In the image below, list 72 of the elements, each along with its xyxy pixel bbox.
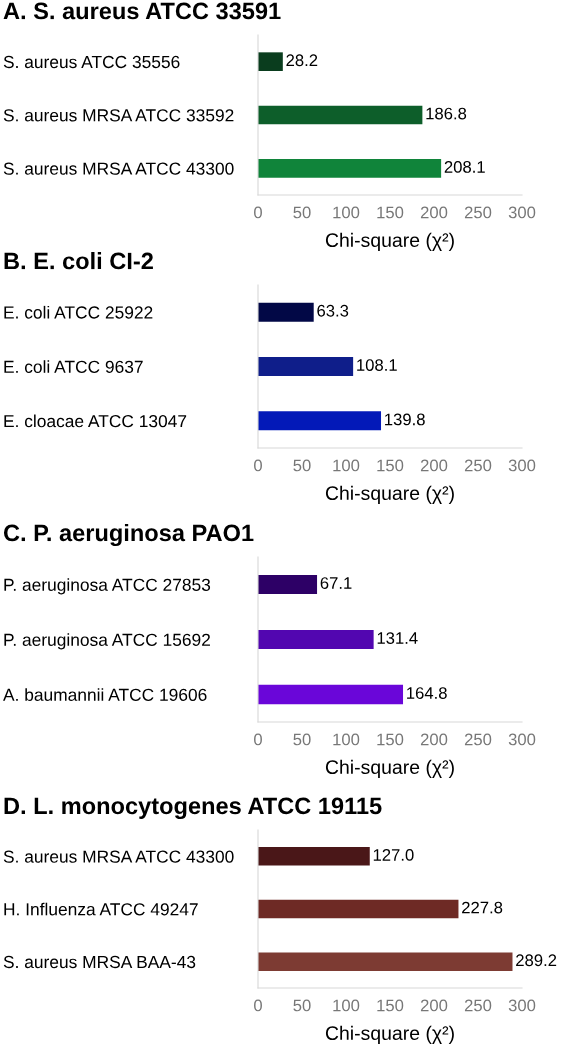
x-tick-label: 200	[420, 206, 448, 219]
bar	[258, 684, 404, 705]
bar	[258, 52, 283, 71]
y-tick-label: S. aureus MRSA ATCC 33592	[3, 109, 234, 122]
y-tick-label: H. Influenza ATCC 49247	[4, 902, 198, 916]
x-tick-label: 50	[293, 733, 311, 746]
x-tick-label: 300	[508, 206, 536, 219]
y-tick-label: S. aureus MRSA ATCC 43300	[3, 162, 234, 175]
bar	[258, 847, 370, 866]
x-tick-label: 50	[293, 206, 311, 219]
data-label: 63.3	[317, 304, 349, 317]
x-tick-label: 300	[508, 999, 536, 1012]
data-label: 164.8	[407, 687, 447, 699]
y-tick-label: S. aureus MRSA ATCC 43300	[3, 850, 234, 863]
y-tick-label: S. aureus MRSA BAA-43	[3, 955, 196, 969]
x-axis-title: Chi-square (χ²)	[325, 1025, 454, 1044]
bar	[258, 159, 442, 178]
x-tick-label: 100	[333, 206, 360, 219]
y-tick-label: E. cloacae ATCC 13047	[4, 414, 187, 428]
x-tick-label: 300	[508, 459, 536, 472]
data-label: 227.8	[462, 901, 503, 914]
data-label: 28.2	[286, 54, 318, 67]
x-tick-label: 250	[464, 459, 492, 472]
x-tick-label: 0	[254, 733, 262, 746]
x-tick-label: 150	[377, 459, 404, 472]
chart-title: A. S. aureus ATCC 33591	[3, 2, 281, 20]
x-axis-title: Chi-square (χ²)	[325, 759, 454, 778]
bar	[258, 574, 318, 595]
y-tick-label: E. coli ATCC 25922	[4, 305, 153, 319]
data-label: 139.8	[385, 413, 425, 426]
chart-title: C. P. aeruginosa PAO1	[3, 523, 254, 547]
x-tick-label: 200	[420, 459, 448, 472]
x-tick-label: 250	[464, 999, 492, 1012]
bar	[258, 952, 513, 971]
y-tick-label: P. aeruginosa ATCC 15692	[4, 633, 210, 650]
chart-title: B. E. coli CI-2	[4, 251, 153, 270]
data-label: 186.8	[426, 107, 467, 120]
x-tick-label: 0	[254, 459, 262, 472]
bar	[258, 302, 314, 322]
x-tick-label: 50	[293, 459, 311, 472]
y-tick-label: E. coli ATCC 9637	[4, 360, 143, 373]
x-tick-label: 0	[254, 206, 262, 219]
data-label: 208.1	[444, 161, 485, 173]
bar	[258, 411, 382, 431]
bar	[258, 105, 423, 125]
data-label: 131.4	[377, 632, 418, 644]
x-tick-label: 100	[333, 999, 360, 1012]
x-tick-label: 150	[377, 206, 404, 219]
data-label: 127.0	[373, 849, 414, 861]
x-tick-label: 100	[333, 459, 360, 472]
data-label: 67.1	[320, 577, 352, 589]
data-label: 289.2	[516, 954, 557, 967]
x-axis-title: Chi-square (χ²)	[325, 485, 454, 504]
x-tick-label: 50	[293, 999, 311, 1012]
x-axis-title: Chi-square (χ²)	[325, 232, 454, 251]
x-tick-label: 250	[464, 206, 492, 219]
x-tick-label: 250	[464, 733, 492, 746]
data-label: 108.1	[357, 359, 397, 371]
y-tick-label: A. baumannii ATCC 19606	[3, 688, 207, 701]
x-tick-label: 200	[420, 733, 448, 746]
chart-title: D. L. monocytogenes ATCC 19115	[4, 797, 382, 819]
x-tick-label: 200	[420, 999, 448, 1012]
bar	[258, 899, 459, 919]
bar	[258, 629, 374, 650]
x-tick-label: 300	[508, 733, 536, 746]
x-tick-label: 150	[377, 999, 404, 1012]
y-tick-label: P. aeruginosa ATCC 27853	[4, 578, 211, 595]
x-tick-label: 0	[254, 999, 262, 1012]
x-tick-label: 150	[377, 733, 404, 746]
x-tick-label: 100	[333, 733, 360, 746]
bar	[258, 356, 354, 377]
y-tick-label: S. aureus ATCC 35556	[3, 55, 180, 69]
